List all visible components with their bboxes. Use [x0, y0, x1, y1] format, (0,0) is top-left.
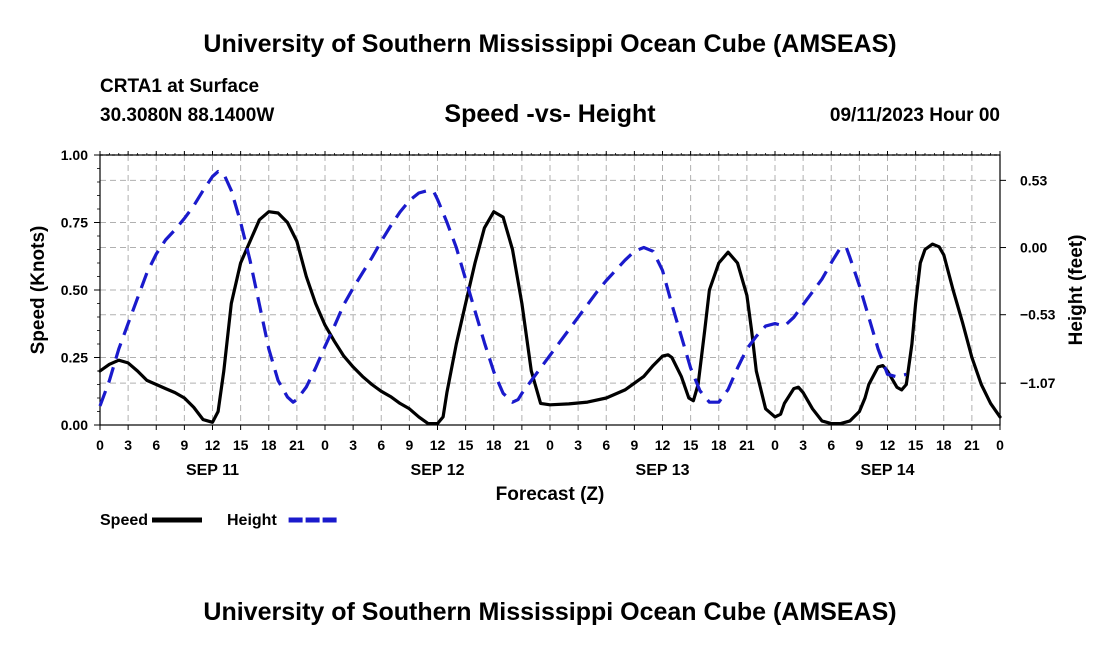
y2-axis-title: Height (feet) [1066, 235, 1087, 346]
x-tick-label: 6 [152, 437, 160, 453]
x-tick-label: 18 [261, 437, 277, 453]
x-tick-label: 21 [964, 437, 980, 453]
y-tick-label: 0.00 [61, 417, 88, 433]
x-tick-label: 0 [321, 437, 329, 453]
speed-series-line [98, 210, 1002, 426]
x-tick-label: 21 [289, 437, 305, 453]
footer-title: University of Southern Mississippi Ocean… [203, 598, 897, 626]
x-tick-label: 12 [430, 437, 446, 453]
x-tick-label: 9 [855, 437, 863, 453]
x-tick-label: 15 [908, 437, 924, 453]
height-series-line [98, 169, 907, 407]
x-tick-label: 12 [655, 437, 671, 453]
x-tick-label: 3 [349, 437, 357, 453]
x-tick-label: 0 [771, 437, 779, 453]
date-label: SEP 11 [186, 462, 239, 479]
x-tick-label: 6 [602, 437, 610, 453]
y2-tick-label: −1.07 [1020, 375, 1056, 391]
x-tick-label: 0 [96, 437, 104, 453]
x-tick-label: 9 [405, 437, 413, 453]
x-tick-label: 9 [180, 437, 188, 453]
y-tick-label: 1.00 [61, 147, 88, 163]
x-axis-title: Forecast (Z) [496, 484, 605, 505]
grid [100, 155, 1000, 425]
x-tick-label: 3 [124, 437, 132, 453]
forecast-datetime: 09/11/2023 Hour 00 [829, 105, 1000, 126]
y2-tick-label: −0.53 [1020, 307, 1056, 323]
y2-tick-label: 0.53 [1020, 172, 1047, 188]
x-tick-label: 3 [799, 437, 807, 453]
y2-tick-label: 0.00 [1020, 240, 1047, 256]
y-tick-label: 0.50 [61, 282, 88, 298]
x-tick-label: 15 [233, 437, 249, 453]
axis-labels: 0 3 6 9 12 15 18 21 0 3 6 9 12 15 18 21 0 3 6 9 12 15 18 21 0 3 6 9… [28, 147, 1087, 505]
coordinates-label: 30.3080N 88.1400W [100, 105, 275, 126]
x-tick-label: 9 [630, 437, 638, 453]
date-label: SEP 14 [861, 462, 915, 479]
legend: Speed Height [100, 512, 339, 529]
x-tick-label: 18 [486, 437, 502, 453]
x-tick-label: 15 [458, 437, 474, 453]
x-tick-label: 0 [546, 437, 554, 453]
x-tick-label: 6 [827, 437, 835, 453]
x-tick-label: 3 [574, 437, 582, 453]
x-tick-label: 18 [936, 437, 952, 453]
axes [94, 151, 1006, 430]
date-label: SEP 12 [411, 462, 465, 479]
legend-label: Height [227, 512, 277, 529]
x-tick-label: 6 [377, 437, 385, 453]
y-tick-label: 0.75 [61, 215, 88, 231]
x-tick-label: 21 [514, 437, 530, 453]
x-tick-label: 15 [683, 437, 699, 453]
chart-title: Speed -vs- Height [444, 100, 656, 128]
x-tick-label: 0 [996, 437, 1004, 453]
y-axis-title: Speed (Knots) [28, 226, 49, 355]
x-tick-label: 21 [739, 437, 755, 453]
y-tick-label: 0.25 [61, 350, 88, 366]
x-tick-label: 12 [880, 437, 896, 453]
x-tick-label: 12 [205, 437, 221, 453]
x-tick-label: 18 [711, 437, 727, 453]
legend-label: Speed [100, 512, 148, 529]
station-label: CRTA1 at Surface [100, 76, 260, 97]
main-title: University of Southern Mississippi Ocean… [203, 30, 897, 58]
series [98, 169, 1002, 426]
date-label: SEP 13 [636, 462, 690, 479]
